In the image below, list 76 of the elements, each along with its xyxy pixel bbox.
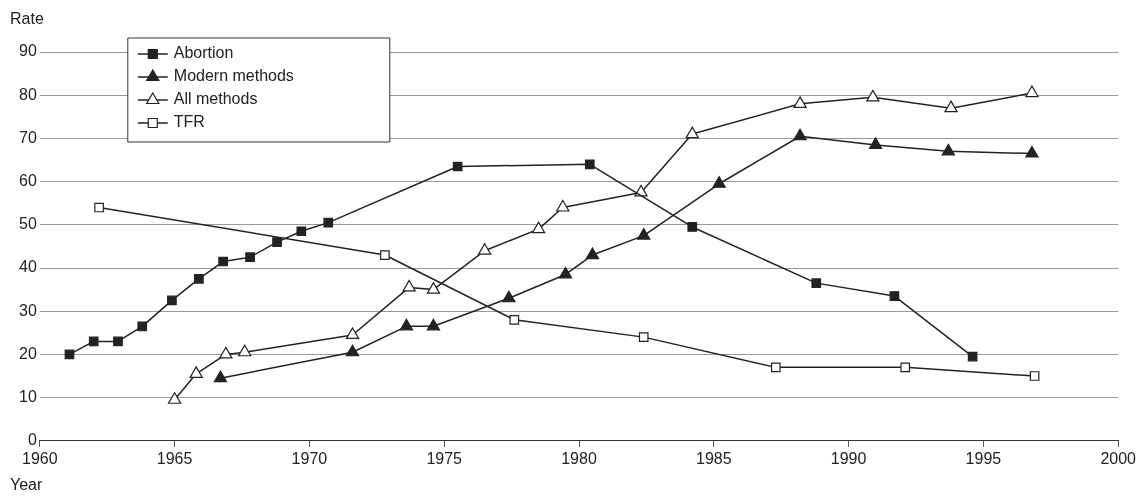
y-tick-label: 70	[19, 128, 37, 146]
point	[213, 370, 228, 383]
y-tick-label: 80	[19, 85, 37, 103]
point	[770, 362, 781, 373]
x-tick-label: 1990	[830, 449, 867, 467]
point	[556, 199, 570, 212]
point	[1025, 85, 1039, 98]
point	[167, 392, 182, 404]
point	[811, 278, 822, 288]
point	[687, 222, 698, 232]
point	[380, 250, 390, 260]
point	[868, 137, 883, 149]
y-tick-label: 90	[19, 42, 37, 60]
point	[944, 100, 958, 113]
point	[502, 290, 516, 303]
point	[900, 362, 911, 373]
x-tick-label: 1995	[965, 449, 1002, 467]
point	[509, 315, 520, 325]
y-tick-label: 50	[19, 215, 37, 233]
point	[1025, 145, 1039, 158]
point	[402, 279, 416, 292]
legend-label: TFR	[173, 113, 205, 131]
y-tick-label: 60	[19, 172, 37, 190]
point	[88, 336, 99, 347]
point	[967, 351, 978, 362]
point	[866, 89, 880, 102]
point	[793, 128, 807, 141]
point	[194, 273, 204, 284]
point	[345, 327, 360, 340]
point	[189, 366, 203, 378]
point	[94, 202, 104, 213]
point	[531, 221, 546, 234]
point	[323, 217, 334, 228]
point	[167, 295, 177, 306]
x-tick-label: 2000	[1100, 449, 1137, 467]
point	[452, 161, 463, 172]
y-tick-label: 40	[19, 258, 37, 276]
point	[477, 243, 492, 255]
point	[345, 344, 360, 357]
point	[941, 143, 956, 156]
point	[793, 96, 807, 108]
point	[637, 228, 651, 240]
point	[245, 252, 255, 263]
point	[272, 237, 282, 247]
y-axis-title: Rate	[10, 10, 44, 27]
x-tick-label: 1975	[426, 449, 463, 467]
legend-label: All methods	[173, 90, 258, 108]
point	[296, 226, 307, 237]
point	[137, 321, 148, 332]
point	[219, 346, 233, 359]
y-tick-label: 30	[19, 301, 37, 319]
x-tick-label: 1980	[561, 449, 597, 467]
x-tick-label: 1965	[156, 449, 193, 467]
point	[426, 282, 441, 294]
x-tick-label: 1985	[696, 449, 732, 467]
point	[113, 336, 123, 347]
point	[712, 176, 726, 188]
point	[685, 126, 699, 139]
legend-label: Modern methods	[173, 67, 294, 85]
point	[638, 332, 649, 342]
point	[585, 247, 600, 260]
point	[238, 344, 252, 357]
y-tick-label: 20	[19, 344, 37, 362]
x-tick-label: 1970	[291, 449, 328, 467]
point	[584, 159, 595, 170]
point	[889, 291, 900, 301]
y-tick-label: 10	[19, 388, 37, 406]
point	[426, 318, 441, 331]
point	[558, 266, 573, 279]
point	[399, 318, 414, 331]
point	[218, 256, 228, 267]
x-axis-title: Year	[10, 476, 43, 493]
legend-label: Abortion	[173, 44, 234, 62]
y-tick-label: 0	[27, 431, 37, 449]
x-tick-label: 1960	[22, 449, 58, 467]
point	[1029, 371, 1040, 381]
